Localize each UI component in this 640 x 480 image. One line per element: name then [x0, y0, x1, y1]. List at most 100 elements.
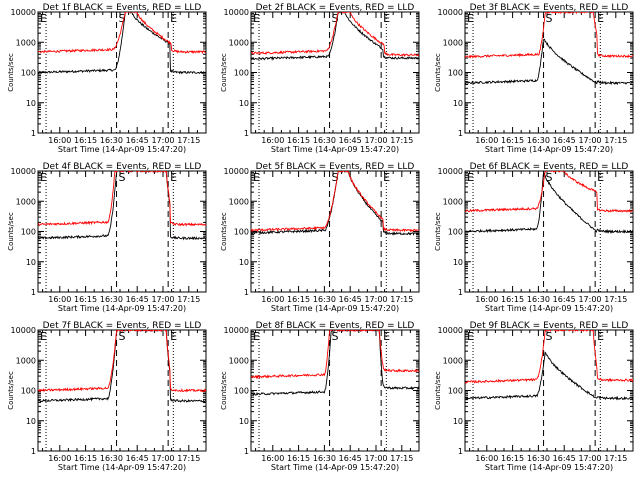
- chart-title: Det 1f BLACK = Events, RED = LLD: [43, 3, 202, 13]
- chart-title: Det 3f BLACK = Events, RED = LLD: [470, 3, 629, 13]
- y-axis-title: Counts/sec: [220, 53, 228, 92]
- y-tick-label: 1000: [443, 38, 463, 47]
- end-marker-label: E: [467, 171, 474, 184]
- y-axis-title: Counts/sec: [220, 371, 228, 410]
- y-tick-label: 100: [448, 387, 463, 396]
- y-tick-label: 1: [244, 129, 249, 138]
- lld-series-line: [38, 171, 206, 227]
- x-tick-label: 16:45: [553, 454, 576, 463]
- chart-panel-1: Det 1f BLACK = Events, RED = LLD 1 10 100 10…: [7, 3, 207, 154]
- x-tick-label: 16:00: [48, 136, 71, 145]
- y-axis-title: Counts/sec: [434, 212, 442, 251]
- x-axis-title: Start Time (14-Apr-09 15:47:20): [271, 145, 399, 154]
- y-tick-label: 100: [21, 387, 36, 396]
- x-axis-title: Start Time (14-Apr-09 15:47:20): [485, 463, 613, 472]
- series-group: [38, 171, 206, 241]
- x-tick-label: 16:00: [48, 295, 71, 304]
- events-series-line: [465, 351, 633, 401]
- end-marker-label: E: [597, 171, 604, 184]
- start-marker-label: S: [119, 171, 126, 184]
- series-group: [251, 171, 419, 236]
- series-group: [465, 171, 633, 234]
- start-marker-label: S: [546, 12, 553, 25]
- plot-frame: [250, 329, 420, 452]
- y-tick-label: 100: [448, 228, 463, 237]
- x-axis-title: Start Time (14-Apr-09 15:47:20): [485, 304, 613, 313]
- x-tick-label: 16:30: [527, 454, 550, 463]
- y-axis-title: Counts/sec: [434, 371, 442, 410]
- x-tick-label: 17:00: [578, 295, 601, 304]
- end-marker-label: E: [253, 330, 260, 343]
- x-tick-label: 17:00: [364, 295, 387, 304]
- y-tick-label: 10: [239, 258, 249, 267]
- x-tick-label: 16:45: [339, 136, 362, 145]
- x-tick-label: 17:00: [578, 454, 601, 463]
- x-tick-label: 16:00: [475, 454, 498, 463]
- y-tick-label: 1000: [16, 356, 36, 365]
- chart-panel-8: Det 8f BLACK = Events, RED = LLD 1 10 100 10…: [220, 321, 420, 472]
- plot-frame: [464, 11, 634, 134]
- end-marker-label: E: [170, 330, 177, 343]
- end-marker-label: E: [253, 171, 260, 184]
- x-tick-label: 16:45: [126, 454, 149, 463]
- start-marker-label: S: [546, 330, 553, 343]
- x-tick-label: 17:00: [364, 136, 387, 145]
- x-tick-label: 17:15: [177, 136, 200, 145]
- lld-series-line: [38, 330, 206, 393]
- y-tick-label: 10: [26, 99, 36, 108]
- y-tick-label: 1: [244, 447, 249, 456]
- y-tick-label: 1: [31, 129, 36, 138]
- x-tick-label: 16:00: [48, 454, 71, 463]
- y-axis-title: Counts/sec: [7, 371, 15, 410]
- y-axis-title: Counts/sec: [7, 212, 15, 251]
- events-series-line: [465, 38, 633, 86]
- y-tick-label: 10: [453, 417, 463, 426]
- y-axis-title: Counts/sec: [434, 53, 442, 92]
- x-axis-title: Start Time (14-Apr-09 15:47:20): [58, 463, 186, 472]
- x-tick-label: 17:15: [177, 454, 200, 463]
- y-tick-label: 1: [458, 447, 463, 456]
- end-marker-label: E: [40, 330, 47, 343]
- y-tick-label: 10000: [438, 326, 463, 335]
- x-tick-label: 16:30: [100, 295, 123, 304]
- end-marker-label: E: [40, 171, 47, 184]
- y-tick-label: 100: [21, 228, 36, 237]
- x-tick-label: 17:15: [390, 454, 413, 463]
- y-axis-title: Counts/sec: [220, 212, 228, 251]
- chart-panel-7: Det 7f BLACK = Events, RED = LLD 1 10 100 10…: [7, 321, 207, 472]
- x-tick-label: 16:45: [339, 454, 362, 463]
- y-tick-label: 1: [458, 288, 463, 297]
- x-tick-label: 16:15: [74, 136, 97, 145]
- y-axis-title: Counts/sec: [7, 53, 15, 92]
- x-tick-label: 17:15: [604, 136, 627, 145]
- x-tick-label: 16:15: [74, 295, 97, 304]
- y-tick-label: 1: [31, 288, 36, 297]
- events-series-line: [38, 171, 206, 241]
- y-tick-label: 10000: [11, 326, 36, 335]
- x-axis-title: Start Time (14-Apr-09 15:47:20): [58, 145, 186, 154]
- x-tick-label: 16:45: [339, 295, 362, 304]
- chart-panel-6: Det 6f BLACK = Events, RED = LLD 1 10 100 10…: [434, 162, 634, 313]
- end-marker-label: E: [597, 12, 604, 25]
- end-marker-label: E: [170, 171, 177, 184]
- y-tick-label: 10000: [11, 167, 36, 176]
- y-tick-label: 10000: [438, 167, 463, 176]
- x-tick-label: 16:45: [553, 136, 576, 145]
- x-tick-label: 16:30: [313, 454, 336, 463]
- y-tick-label: 10: [239, 99, 249, 108]
- series-group: [38, 330, 206, 403]
- x-axis-title: Start Time (14-Apr-09 15:47:20): [485, 145, 613, 154]
- lld-series-line: [465, 330, 633, 384]
- events-series-line: [251, 12, 419, 61]
- x-tick-label: 17:15: [390, 295, 413, 304]
- y-tick-label: 10000: [224, 326, 249, 335]
- x-tick-label: 16:15: [287, 454, 310, 463]
- x-tick-label: 16:00: [261, 136, 284, 145]
- end-marker-label: E: [597, 330, 604, 343]
- end-marker-label: E: [383, 330, 390, 343]
- y-tick-label: 10: [26, 258, 36, 267]
- x-tick-label: 16:45: [553, 295, 576, 304]
- chart-panel-2: Det 2f BLACK = Events, RED = LLD 1 10 100 10…: [220, 3, 420, 154]
- x-tick-label: 16:00: [261, 295, 284, 304]
- chart-title: Det 8f BLACK = Events, RED = LLD: [256, 321, 415, 331]
